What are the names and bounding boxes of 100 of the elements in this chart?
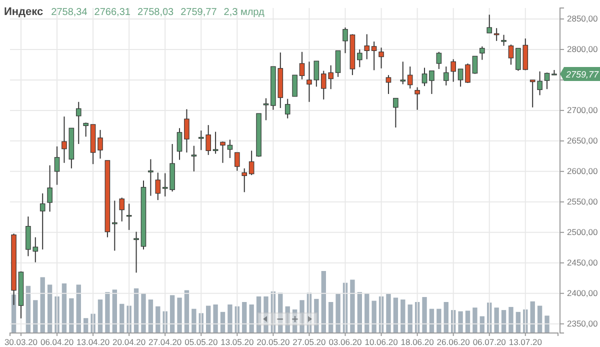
bar	[76, 284, 81, 333]
candlestick	[220, 141, 226, 164]
bar	[120, 304, 124, 333]
x-tick-label: 20.04.20	[112, 337, 146, 347]
x-tick-label: 13.04.20	[76, 337, 110, 347]
candlestick	[335, 50, 341, 78]
candlestick	[76, 101, 82, 144]
annotation: 2759,77	[565, 69, 600, 80]
candlestick	[429, 70, 434, 94]
candlestick	[126, 203, 132, 230]
bar	[321, 271, 326, 333]
candlestick	[299, 51, 305, 80]
candlestick	[148, 158, 154, 196]
bar	[386, 294, 391, 333]
annotation: 2758,03	[137, 7, 174, 18]
bar	[62, 283, 67, 333]
bar	[177, 298, 182, 333]
candlestick	[155, 172, 161, 201]
bar	[105, 292, 110, 333]
y-tick-label: 2350,00	[567, 318, 598, 329]
candlestick	[98, 129, 103, 160]
bar	[213, 304, 218, 333]
candlestick	[486, 14, 492, 34]
x-tick-label: 10.06.20	[364, 337, 398, 347]
bar	[148, 300, 154, 333]
bar	[350, 280, 355, 333]
annotation: 2766,31	[94, 7, 131, 18]
candlestick	[422, 67, 428, 87]
candlestick	[40, 192, 46, 250]
x-tick-label: 30.03.20	[4, 337, 38, 347]
bar	[242, 302, 247, 333]
annotation: 2759,77	[180, 7, 218, 18]
bar	[357, 292, 362, 333]
candlestick	[436, 51, 442, 70]
candlestick	[357, 48, 362, 68]
x-tick-label: 18.06.20	[400, 337, 434, 347]
candlestick	[544, 72, 550, 90]
bar	[501, 310, 506, 333]
y-tick-label: 2550,00	[567, 196, 598, 207]
candlestick	[508, 44, 514, 66]
annotation: 2758,34	[51, 7, 88, 18]
bar	[544, 316, 550, 333]
bar	[192, 308, 196, 333]
bar	[400, 300, 406, 333]
bar	[494, 308, 499, 333]
bar	[372, 300, 376, 333]
candlestick	[465, 62, 470, 84]
bar	[465, 310, 470, 333]
x-tick-label: 06.04.20	[40, 337, 74, 347]
candlestick	[407, 66, 413, 89]
candlestick	[134, 231, 139, 274]
candlestick	[191, 145, 197, 172]
x-tick-label: 03.06.20	[328, 337, 362, 347]
candlestick	[386, 74, 392, 94]
candlestick	[263, 98, 269, 121]
bar	[33, 300, 38, 333]
bar	[472, 308, 478, 333]
x-tick-label: 05.05.20	[184, 337, 218, 347]
y-tick-label: 2700,00	[567, 105, 598, 116]
bar	[156, 306, 160, 333]
y-tick-label: 2650,00	[567, 136, 598, 146]
bar	[393, 298, 398, 333]
candlestick	[371, 41, 377, 71]
y-tick-label: 2850,00	[567, 14, 598, 24]
y-tick-label: 2500,00	[567, 227, 598, 238]
bar	[249, 304, 254, 333]
candlestick	[119, 197, 125, 222]
candlestick	[242, 168, 248, 193]
bar	[206, 306, 211, 333]
x-tick-label: 06.07.20	[472, 337, 506, 347]
y-tick-label: 2600,00	[567, 166, 598, 176]
x-tick-label: 27.05.20	[292, 337, 326, 347]
candlestick	[378, 47, 384, 69]
candlestick	[400, 61, 406, 85]
candlestick	[176, 128, 182, 160]
x-tick-label: 27.04.20	[148, 337, 182, 347]
bar	[26, 286, 31, 333]
bar	[530, 301, 535, 333]
candlestick	[364, 34, 370, 60]
bar	[170, 295, 175, 333]
candlestick	[501, 34, 506, 46]
candlestick	[248, 150, 254, 176]
candlestick	[458, 68, 464, 88]
bar	[141, 293, 146, 333]
candlestick	[284, 98, 290, 119]
bar	[508, 306, 514, 333]
candlestick	[314, 60, 320, 88]
bar	[364, 293, 370, 333]
candlestick	[414, 86, 420, 110]
y-tick-label: 2450,00	[567, 258, 598, 268]
x-tick-label: 26.06.20	[436, 337, 470, 347]
bar	[444, 302, 448, 333]
chart-title: Индекс	[4, 6, 44, 18]
bar	[134, 288, 139, 333]
candlestick	[184, 108, 190, 154]
candlestick	[212, 131, 218, 154]
bar	[40, 277, 45, 333]
candlestick	[227, 139, 233, 158]
candlestick	[47, 164, 52, 212]
candlestick	[292, 74, 298, 97]
